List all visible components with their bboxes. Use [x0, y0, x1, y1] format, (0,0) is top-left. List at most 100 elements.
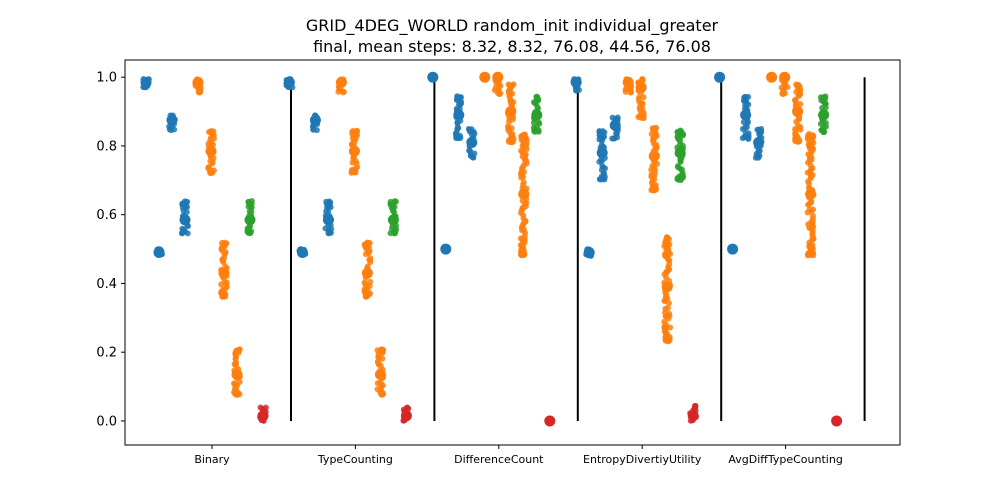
- strip-point: [677, 177, 684, 184]
- strip-point: [518, 207, 525, 214]
- strip-mean-point: [283, 76, 295, 88]
- strip-point: [522, 217, 529, 224]
- strip-mean-point: [453, 109, 465, 121]
- strip-point: [792, 96, 799, 103]
- strip-mean-point: [674, 147, 686, 159]
- strip-mean-point: [479, 71, 491, 83]
- strip-mean-point: [805, 188, 817, 200]
- strip-mean-point: [661, 281, 673, 293]
- strip-point: [531, 128, 538, 135]
- strip-point: [366, 239, 373, 246]
- strip-mean-point: [714, 71, 726, 83]
- strip-point: [453, 132, 460, 139]
- strip-point: [804, 209, 811, 216]
- strip-point: [664, 304, 671, 311]
- strip-point: [246, 229, 253, 236]
- chart-subtitle: final, mean steps: 8.32, 8.32, 76.08, 44…: [313, 37, 711, 56]
- strip-point: [323, 200, 330, 207]
- strip-point: [808, 199, 815, 206]
- strip-point: [805, 141, 812, 148]
- strip-point: [636, 104, 643, 111]
- strip-point: [792, 134, 799, 141]
- strip-point: [518, 165, 525, 172]
- strip-point: [404, 404, 411, 411]
- strip-mean-point: [309, 114, 321, 126]
- strip-point: [807, 251, 814, 258]
- strip-point: [665, 310, 672, 317]
- strip-point: [322, 225, 329, 232]
- x-tick-label: TypeCounting: [317, 453, 393, 466]
- strip-mean-point: [440, 243, 452, 255]
- strip-point: [648, 166, 655, 173]
- strip-mean-point: [348, 145, 360, 157]
- strip-point: [380, 346, 387, 353]
- y-tick-label: 1.0: [96, 71, 117, 86]
- strip-mean-point: [648, 150, 660, 162]
- strip-point: [797, 89, 804, 96]
- strip-point: [235, 346, 242, 353]
- strip-point: [535, 119, 542, 126]
- x-tick-label: EntropyDivertiyUtility: [583, 453, 702, 466]
- strip-point: [517, 251, 524, 258]
- strip-point: [806, 243, 813, 250]
- x-axis: Binary TypeCounting DifferenceCount Entropy…: [194, 445, 843, 466]
- strip-point: [808, 225, 815, 232]
- strip-mean-point: [753, 137, 765, 148]
- strip-point: [518, 174, 525, 181]
- strip-point: [652, 182, 659, 189]
- strip-mean-point: [296, 247, 308, 258]
- strip-mean-point: [335, 76, 347, 88]
- strip-point: [367, 259, 374, 266]
- strip-point: [810, 132, 817, 139]
- y-tick-label: 0.6: [96, 208, 117, 223]
- strip-point: [505, 138, 512, 145]
- strip-point: [206, 167, 213, 174]
- strip-point: [808, 218, 815, 225]
- strip-point: [741, 93, 748, 100]
- strip-mean-point: [583, 247, 595, 258]
- strip-mean-point: [622, 76, 634, 88]
- strip-mean-point: [740, 109, 752, 121]
- y-tick-label: 0.4: [96, 277, 117, 292]
- strip-point: [535, 96, 542, 103]
- strip-point: [652, 133, 659, 140]
- strip-point: [649, 186, 656, 193]
- group-separators: [290, 77, 866, 421]
- strip-point: [520, 212, 527, 219]
- strip-mean-point: [387, 214, 399, 226]
- x-tick-label: DifferenceCount: [454, 453, 544, 466]
- strip-mean-point: [727, 243, 739, 255]
- strip-point: [609, 135, 616, 142]
- strip-point: [756, 131, 763, 138]
- strip-point: [664, 244, 671, 251]
- strip-point: [221, 239, 228, 246]
- strip-point: [374, 358, 381, 365]
- strip-mean-point: [218, 267, 230, 279]
- strip-point: [793, 81, 800, 88]
- strip-point: [379, 382, 386, 389]
- strip-mean-point: [505, 106, 517, 118]
- strip-point: [352, 158, 359, 165]
- strip-point: [601, 129, 608, 136]
- strip-point: [457, 94, 464, 101]
- strip-point: [677, 134, 684, 141]
- strip-mean-point: [544, 415, 556, 427]
- strip-point: [232, 362, 239, 369]
- strip-point: [807, 175, 814, 182]
- strip-mean-point: [374, 369, 386, 381]
- strip-point: [635, 113, 642, 120]
- strip-point: [506, 90, 513, 97]
- strip-point: [805, 180, 812, 187]
- strip-point: [778, 84, 785, 91]
- strip-mean-point: [192, 76, 204, 88]
- strip-point: [468, 151, 475, 158]
- strip-mean-point: [153, 247, 165, 258]
- strip-point: [758, 126, 765, 133]
- strip-point: [797, 126, 804, 133]
- strip-point: [822, 100, 829, 107]
- data-points: [140, 71, 843, 427]
- strip-point: [390, 200, 397, 207]
- strip-mean-point: [205, 145, 217, 157]
- strip-point: [220, 258, 227, 265]
- strip-mean-point: [531, 109, 543, 121]
